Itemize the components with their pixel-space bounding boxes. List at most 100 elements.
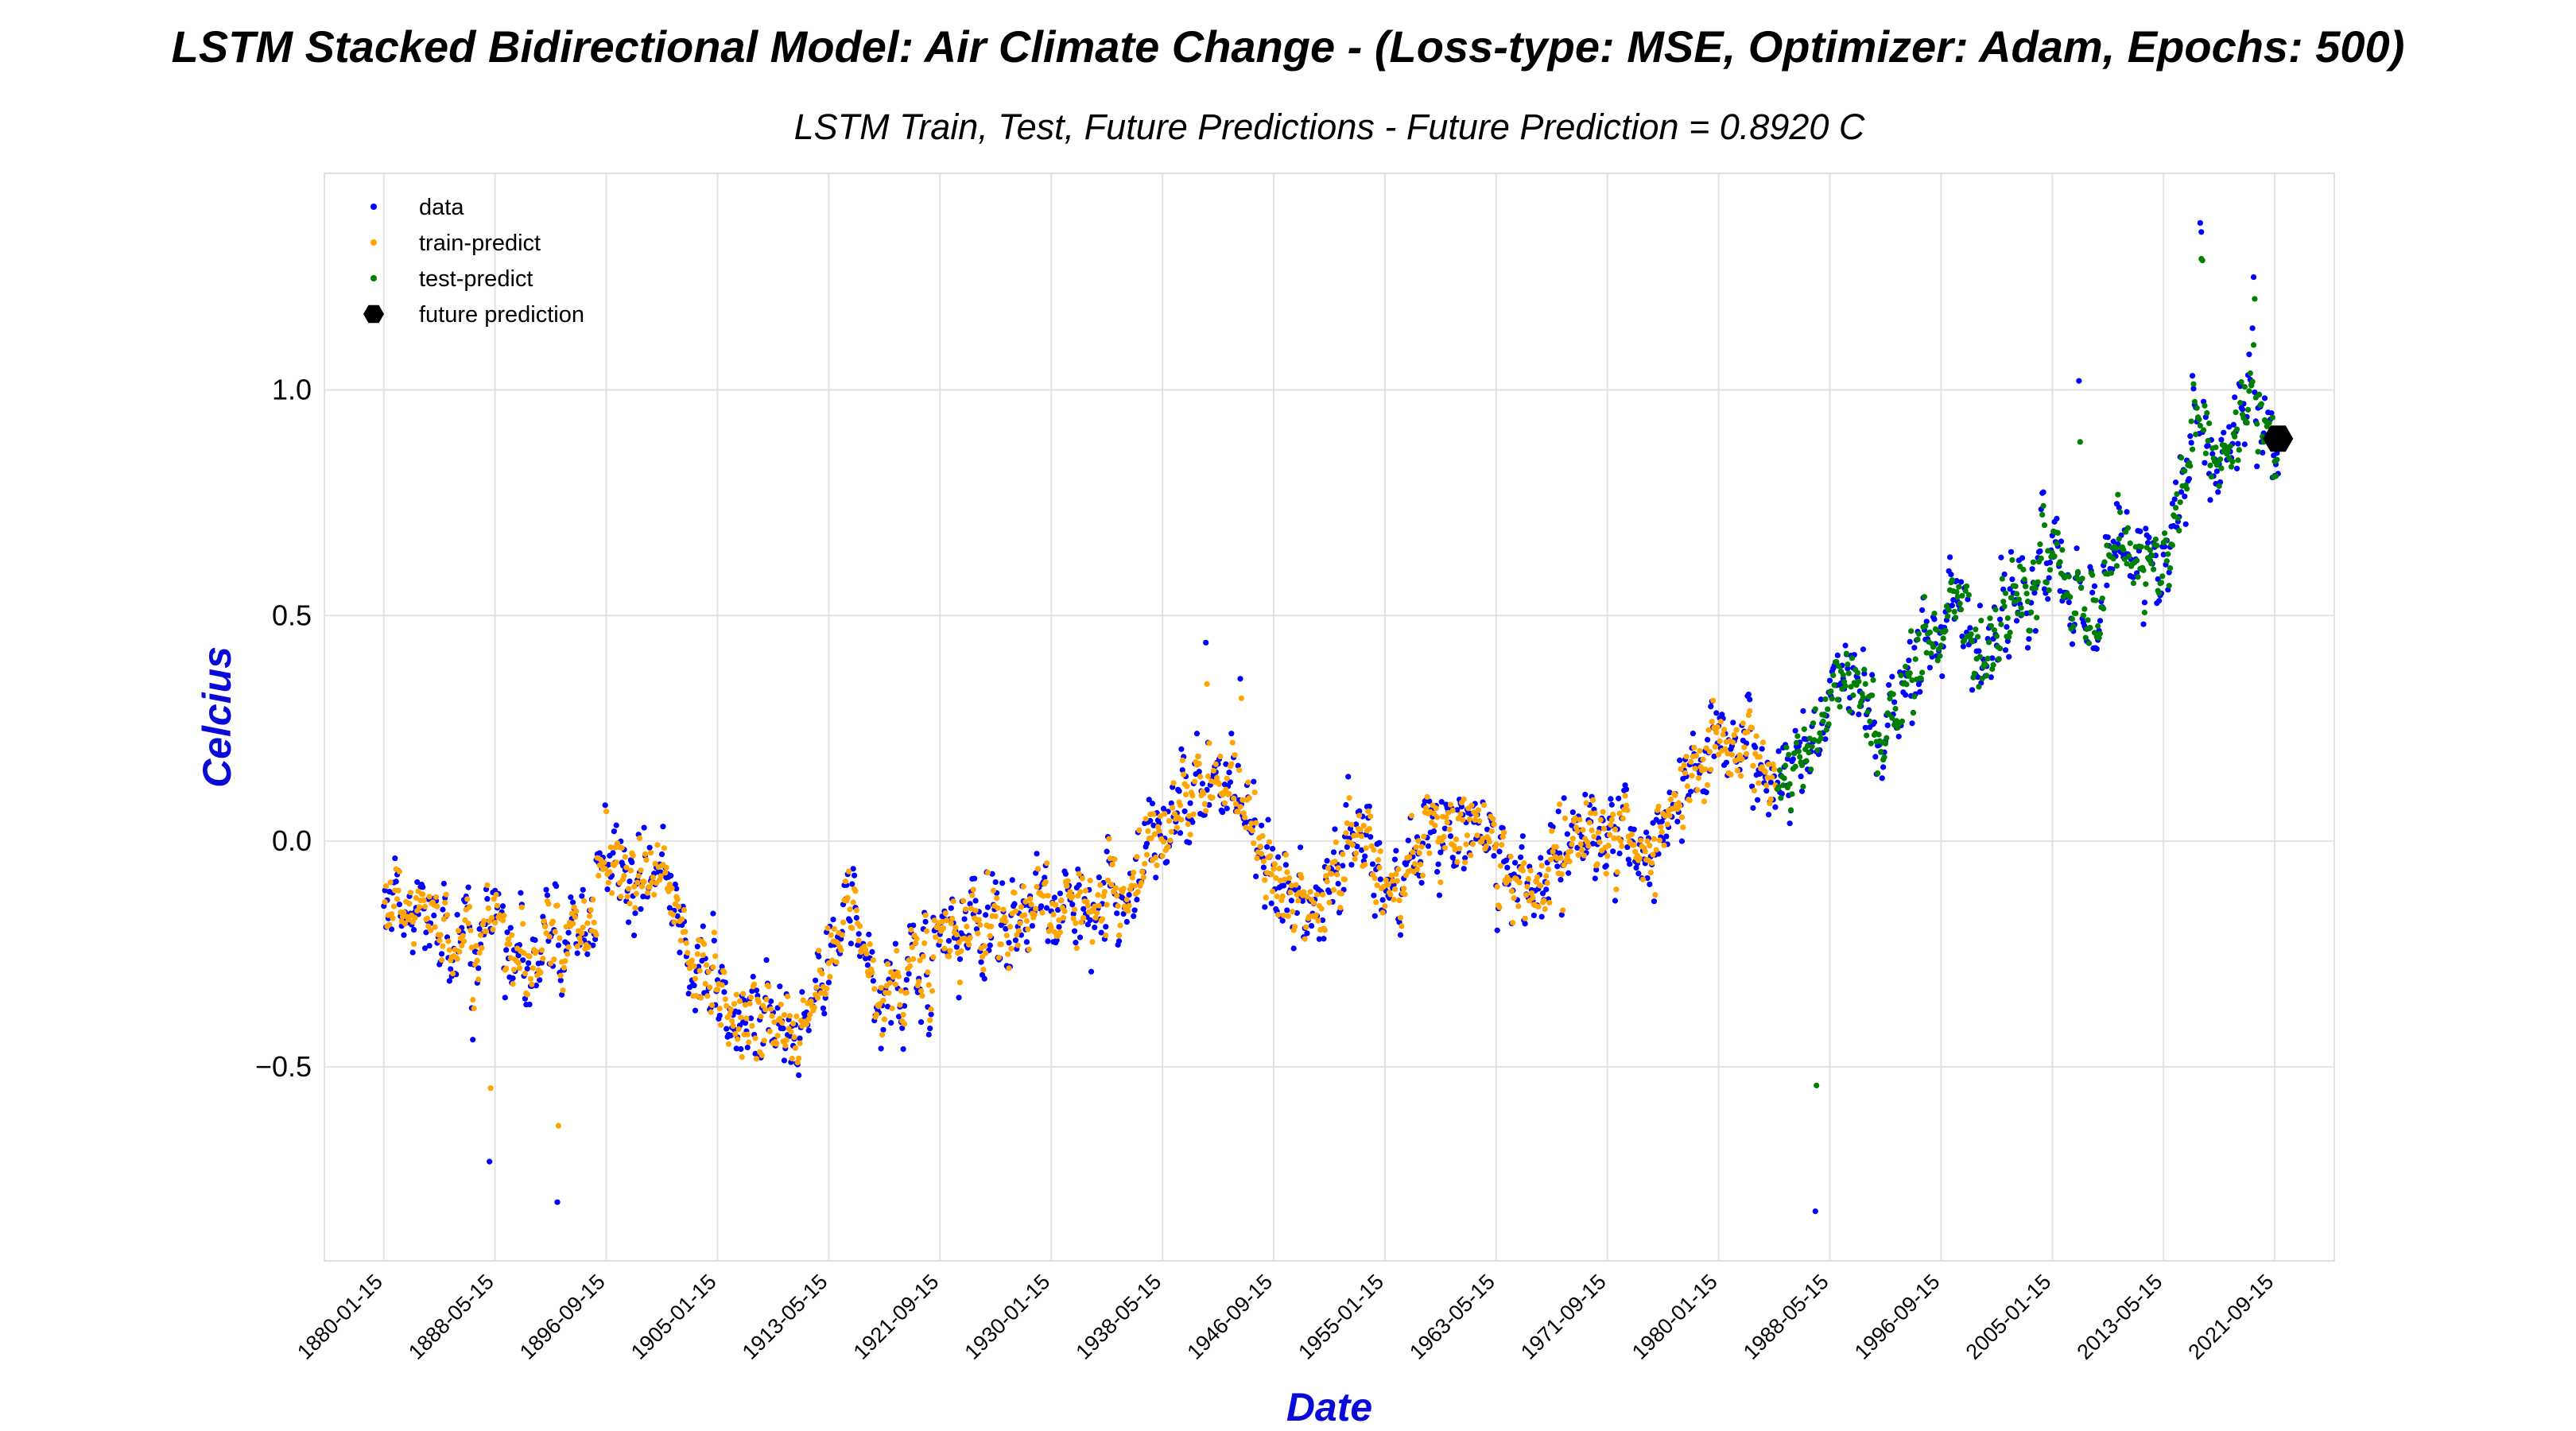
point-train-predict: [1079, 875, 1085, 882]
point-train-predict: [427, 927, 434, 933]
point-train-predict: [758, 1052, 766, 1059]
point-data: [1861, 670, 1868, 677]
point-test-predict: [1881, 754, 1887, 760]
point-test-predict: [2121, 556, 2128, 562]
point-train-predict: [844, 894, 851, 901]
point-data: [1354, 843, 1360, 850]
point-train-predict: [791, 1034, 797, 1041]
point-data: [1759, 746, 1765, 752]
point-data: [984, 904, 991, 910]
point-train-predict: [1717, 738, 1723, 744]
point-data: [1259, 822, 1265, 828]
point-train-predict: [663, 864, 669, 871]
point-train-predict: [1115, 932, 1123, 939]
point-test-predict: [2147, 547, 2154, 553]
point-test-predict: [2207, 462, 2213, 469]
point-test-predict: [2067, 594, 2074, 600]
point-train-predict: [788, 1029, 794, 1035]
point-train-predict: [1575, 851, 1581, 858]
point-data: [602, 802, 608, 809]
point-data: [747, 1015, 755, 1022]
point-train-predict: [669, 911, 677, 918]
point-test-predict: [2176, 527, 2182, 534]
point-test-predict: [2163, 537, 2169, 544]
point-test-predict: [1806, 749, 1812, 756]
point-train-predict: [968, 906, 975, 912]
point-train-predict: [1167, 837, 1174, 843]
legend-label-train-predict: train-predict: [419, 231, 541, 256]
point-data: [2249, 325, 2256, 332]
point-train-predict: [1048, 925, 1054, 931]
point-train-predict: [622, 854, 628, 860]
point-train-predict: [527, 975, 534, 982]
point-data: [1149, 801, 1156, 807]
point-test-predict: [1976, 684, 1982, 690]
point-train-predict: [725, 1041, 732, 1047]
point-train-predict: [1279, 893, 1286, 899]
point-train-predict: [1259, 851, 1265, 857]
point-train-predict: [696, 968, 703, 974]
point-train-predict: [824, 925, 831, 932]
point-test-predict: [2228, 463, 2235, 470]
point-test-predict: [2217, 456, 2224, 463]
point-test-predict: [2193, 431, 2199, 437]
point-train-predict: [506, 941, 513, 948]
x-tick-label: 1930-01-15: [960, 1270, 1055, 1364]
point-data: [1754, 797, 1761, 803]
point-train-predict: [1136, 827, 1143, 834]
point-train-predict: [650, 874, 656, 881]
point-train-predict: [988, 923, 995, 929]
point-data: [799, 989, 805, 995]
point-data: [504, 929, 510, 936]
x-tick-label: 1971-09-15: [1516, 1270, 1611, 1364]
point-data: [2024, 645, 2031, 651]
point-data: [2205, 442, 2211, 448]
point-data: [2145, 540, 2151, 546]
point-train-predict: [702, 980, 708, 987]
x-tick-label: 2021-09-15: [2183, 1270, 2278, 1364]
point-data: [727, 1032, 734, 1039]
point-train-predict: [1515, 903, 1522, 909]
point-test-predict: [2148, 560, 2155, 567]
point-data: [1284, 907, 1290, 913]
point-data: [1103, 924, 1109, 930]
point-data: [961, 916, 968, 922]
point-train-predict: [1728, 771, 1734, 778]
point-data: [448, 966, 454, 972]
point-train-predict: [1027, 895, 1034, 902]
point-train-predict: [949, 915, 956, 922]
point-data: [1491, 853, 1497, 859]
point-train-predict: [1276, 865, 1282, 872]
point-data: [1565, 870, 1572, 876]
point-train-predict: [1622, 793, 1628, 799]
point-train-predict: [1332, 859, 1338, 865]
point-train-predict: [1466, 816, 1472, 823]
point-test-predict: [1908, 628, 1915, 634]
point-data: [1946, 554, 1953, 560]
point-data: [568, 894, 574, 901]
point-test-predict: [1787, 781, 1793, 787]
point-train-predict: [1123, 896, 1130, 903]
point-test-predict: [2000, 599, 2007, 605]
point-train-predict: [790, 1020, 797, 1027]
point-train-predict: [1251, 840, 1257, 847]
point-train-predict: [1196, 760, 1202, 767]
point-train-predict: [1759, 739, 1767, 746]
point-data: [1906, 657, 1912, 664]
point-data: [1538, 855, 1544, 861]
point-test-predict: [1822, 696, 1829, 703]
point-train-predict: [520, 921, 526, 927]
point-data: [733, 1045, 739, 1052]
point-data: [1345, 774, 1352, 780]
point-train-predict: [814, 995, 821, 1001]
point-train-predict: [507, 955, 514, 961]
point-train-predict: [783, 1037, 789, 1043]
point-data: [2140, 621, 2147, 627]
point-train-predict: [399, 913, 406, 920]
point-train-predict: [1097, 882, 1104, 888]
point-data: [1988, 674, 1994, 681]
point-train-predict: [1748, 724, 1755, 731]
point-data: [533, 983, 540, 989]
point-test-predict: [2120, 547, 2127, 553]
